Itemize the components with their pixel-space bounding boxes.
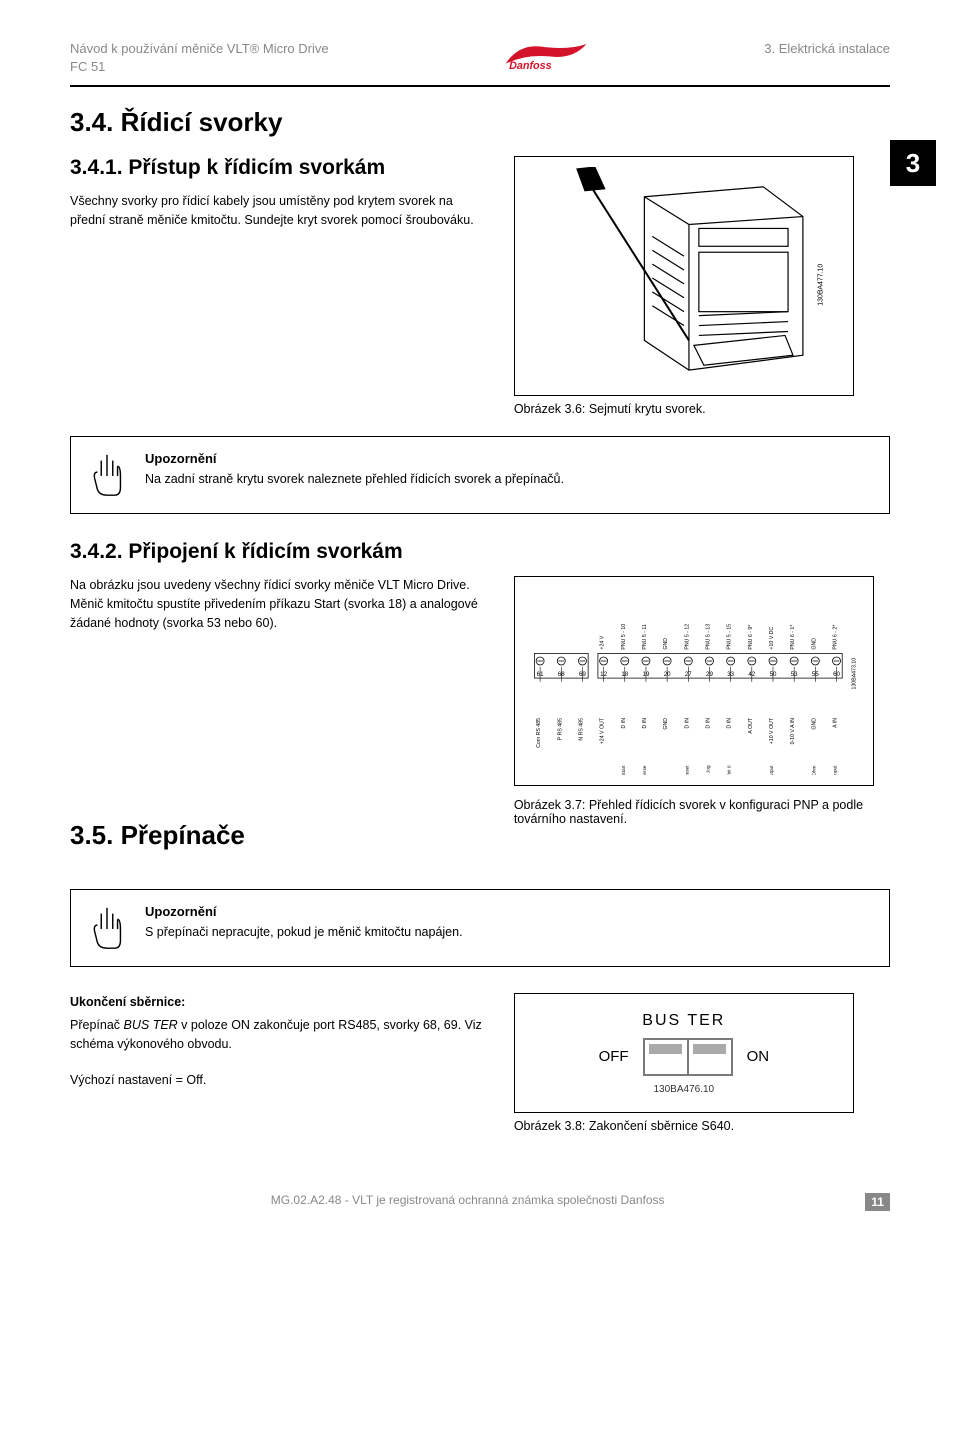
section-3-5-title: 3.5. Přepínače <box>70 820 484 851</box>
svg-text:PNU 5 - 15: PNU 5 - 15 <box>726 624 732 650</box>
bus-default: Výchozí nastavení = Off. <box>70 1071 484 1090</box>
figure-3-7-caption: Obrázek 3.7: Přehled řídicích svorek v k… <box>514 798 874 826</box>
section-3-4-1-title: 3.4.1. Přístup k řídicím svorkám <box>70 156 484 180</box>
svg-text:P RS 485: P RS 485 <box>557 718 563 740</box>
bus-para-b: BUS TER <box>124 1018 178 1032</box>
svg-text:D IN: D IN <box>621 718 627 729</box>
svg-text:Danfoss: Danfoss <box>510 60 553 72</box>
bus-heading: Ukončení sběrnice: <box>70 993 484 1012</box>
page-footer: MG.02.A2.48 - VLT je registrovaná ochran… <box>70 1193 890 1211</box>
svg-text:A IN: A IN <box>832 718 838 728</box>
header-doc-title: Návod k používání měniče VLT® Micro Driv… <box>70 40 329 58</box>
svg-text:0/4 - 20 mA Output: 0/4 - 20 mA Output <box>769 765 775 775</box>
svg-text:PNU 6 - 2*: PNU 6 - 2* <box>832 625 838 650</box>
bus-para: Přepínač BUS TER v poloze ON zakončuje p… <box>70 1016 484 1054</box>
bus-off-label: OFF <box>599 1048 629 1065</box>
svg-text:PNU 5 - 11: PNU 5 - 11 <box>642 624 648 650</box>
svg-text:A OUT: A OUT <box>748 717 754 733</box>
dip-switch <box>643 1038 733 1076</box>
svg-text:D IN: D IN <box>642 718 648 729</box>
svg-text:D IN: D IN <box>705 718 711 729</box>
svg-text:PNU 5 - 10: PNU 5 - 10 <box>621 624 627 650</box>
bus-on-label: ON <box>747 1048 770 1065</box>
bus-switch-label: BUS TER <box>642 1012 725 1030</box>
notice-1-title: Upozornění <box>145 451 564 466</box>
svg-text:+24 V: +24 V <box>599 635 605 649</box>
figure-3-8-caption: Obrázek 3.8: Zakončení sběrnice S640. <box>514 1119 890 1133</box>
svg-text:130BA473.10: 130BA473.10 <box>851 658 857 690</box>
attention-hand-icon <box>87 904 127 952</box>
figure-3-6-caption: Obrázek 3.6: Sejmutí krytu svorek. <box>514 402 890 416</box>
svg-text:Start: Start <box>621 765 627 775</box>
chapter-tab: 3 <box>890 140 936 186</box>
svg-text:Preset bit 0: Preset bit 0 <box>726 765 732 775</box>
header-doc-code: FC 51 <box>70 58 329 76</box>
svg-text:PNU 5 - 13: PNU 5 - 13 <box>705 624 711 650</box>
svg-text:Reset: Reset <box>684 765 690 775</box>
notice-box-1: Upozornění Na zadní straně krytu svorek … <box>70 436 890 514</box>
figure-3-8: BUS TER OFF ON 130BA476.10 <box>514 993 854 1113</box>
svg-text:PNU 6 - 9*: PNU 6 - 9* <box>748 625 754 650</box>
footer-center: MG.02.A2.48 - VLT je registrovaná ochran… <box>271 1193 665 1211</box>
svg-text:D IN: D IN <box>684 718 690 729</box>
svg-text:Com RS 485: Com RS 485 <box>536 718 542 748</box>
figure-3-6-code: 130BA477.10 <box>818 264 825 306</box>
figure-3-7: 61Com RS 48568P RS 48569N RS 48512+24 V+… <box>514 576 874 786</box>
page-header: Návod k používání měniče VLT® Micro Driv… <box>70 40 890 77</box>
svg-text:Reverse: Reverse <box>642 765 648 775</box>
svg-text:+24 V OUT: +24 V OUT <box>599 717 605 744</box>
svg-text:D IN: D IN <box>726 718 732 729</box>
header-rule <box>70 85 890 87</box>
bus-para-a: Přepínač <box>70 1018 124 1032</box>
svg-text:0/4 - 20 mA Input: 0/4 - 20 mA Input <box>832 765 838 775</box>
brand-logo: Danfoss <box>501 40 591 77</box>
notice-2-title: Upozornění <box>145 904 463 919</box>
svg-text:GND: GND <box>663 718 669 730</box>
notice-2-body: S přepínači nepracujte, pokud je měnič k… <box>145 923 463 942</box>
notice-box-2: Upozornění S přepínači nepracujte, pokud… <box>70 889 890 967</box>
svg-text:0-10 V A IN: 0-10 V A IN <box>790 718 796 745</box>
svg-text:PNU 5 - 12: PNU 5 - 12 <box>684 624 690 650</box>
section-3-4-2-title: 3.4.2. Připojení k řídicím svorkám <box>70 540 890 564</box>
svg-text:+10 V OUT: +10 V OUT <box>769 717 775 744</box>
header-left: Návod k používání měniče VLT® Micro Driv… <box>70 40 329 76</box>
svg-text:Jog: Jog <box>705 765 711 773</box>
svg-text:GND: GND <box>811 718 817 730</box>
figure-3-8-code: 130BA476.10 <box>654 1084 715 1095</box>
footer-page-number: 11 <box>865 1193 890 1211</box>
figure-3-6: 130BA477.10 <box>514 156 854 396</box>
svg-text:GND: GND <box>663 638 669 650</box>
svg-text:PNU 6 - 1*: PNU 6 - 1* <box>790 625 796 650</box>
svg-text:+10 V DC: +10 V DC <box>769 627 775 650</box>
svg-text:1K Ohm: 1K Ohm <box>811 765 817 775</box>
svg-text:N RS 485: N RS 485 <box>578 718 584 741</box>
svg-text:GND: GND <box>811 638 817 650</box>
section-3-4-title: 3.4. Řídicí svorky <box>70 107 890 138</box>
header-chapter: 3. Elektrická instalace <box>764 40 890 58</box>
section-3-4-1-para: Všechny svorky pro řídicí kabely jsou um… <box>70 192 484 230</box>
attention-hand-icon <box>87 451 127 499</box>
section-3-4-2-para: Na obrázku jsou uvedeny všechny řídicí s… <box>70 576 484 632</box>
notice-1-body: Na zadní straně krytu svorek naleznete p… <box>145 470 564 489</box>
